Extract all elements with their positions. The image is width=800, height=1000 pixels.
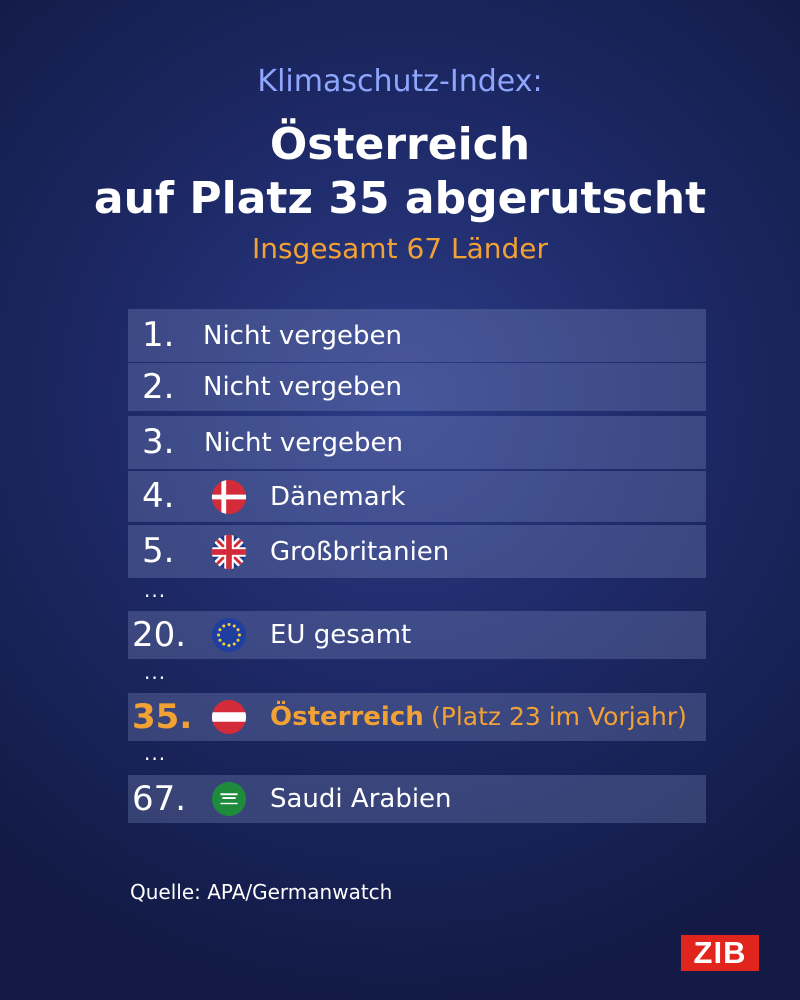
- ranking-row-20: 20. EU gesamt: [128, 611, 706, 659]
- rank-number: 35.: [132, 697, 193, 737]
- rank-number: 5.: [142, 531, 175, 571]
- rank-label: Saudi Arabien: [270, 784, 452, 814]
- saudi-arabia-flag-icon: [211, 781, 247, 817]
- ellipsis: ...: [144, 741, 167, 765]
- subtitle: Insgesamt 67 Länder: [251, 232, 549, 265]
- rank-number: 4.: [142, 476, 175, 516]
- eu-flag-icon: [211, 617, 247, 653]
- rank-label: Nicht vergeben: [204, 428, 403, 458]
- page-title: Österreich auf Platz 35 abgerutscht: [0, 118, 800, 226]
- title-line-2: auf Platz 35 abgerutscht: [93, 173, 707, 224]
- rank-number: 3.: [142, 422, 175, 462]
- ellipsis: ...: [144, 578, 167, 602]
- ranking-row-1: 1. Nicht vergeben: [128, 309, 706, 362]
- rank-label: Nicht vergeben: [203, 372, 402, 402]
- ranking-row-5: 5. Großbritanien: [128, 525, 706, 578]
- rank-number: 20.: [132, 615, 187, 655]
- uk-flag-icon: [211, 534, 247, 570]
- rank-label: Nicht vergeben: [203, 321, 402, 351]
- kicker-title: Klimaschutz-Index:: [257, 64, 543, 99]
- source-note: Quelle: APA/Germanwatch: [130, 880, 393, 904]
- zib-logo: ZIB: [681, 935, 759, 971]
- previous-year-note: (Platz 23 im Vorjahr): [431, 702, 687, 731]
- rank-number: 2.: [142, 367, 175, 407]
- title-line-1: Österreich: [269, 119, 531, 170]
- rank-label: Österreich: [270, 702, 424, 732]
- denmark-flag-icon: [211, 479, 247, 515]
- ranking-row-3: 3. Nicht vergeben: [128, 416, 706, 469]
- ranking-row-4: 4. Dänemark: [128, 471, 706, 522]
- rank-label: EU gesamt: [270, 620, 412, 650]
- ranking-row-2: 2. Nicht vergeben: [128, 363, 706, 411]
- rank-number: 67.: [132, 779, 187, 819]
- rank-label: Dänemark: [270, 482, 406, 512]
- ranking-row-35: 35. Österreich (Platz 23 im Vorjahr): [128, 693, 706, 741]
- rank-number: 1.: [142, 315, 175, 355]
- ranking-row-67: 67. Saudi Arabien: [128, 775, 706, 823]
- austria-flag-icon: [211, 699, 247, 735]
- rank-label: Großbritanien: [270, 537, 450, 567]
- ellipsis: ...: [144, 660, 167, 684]
